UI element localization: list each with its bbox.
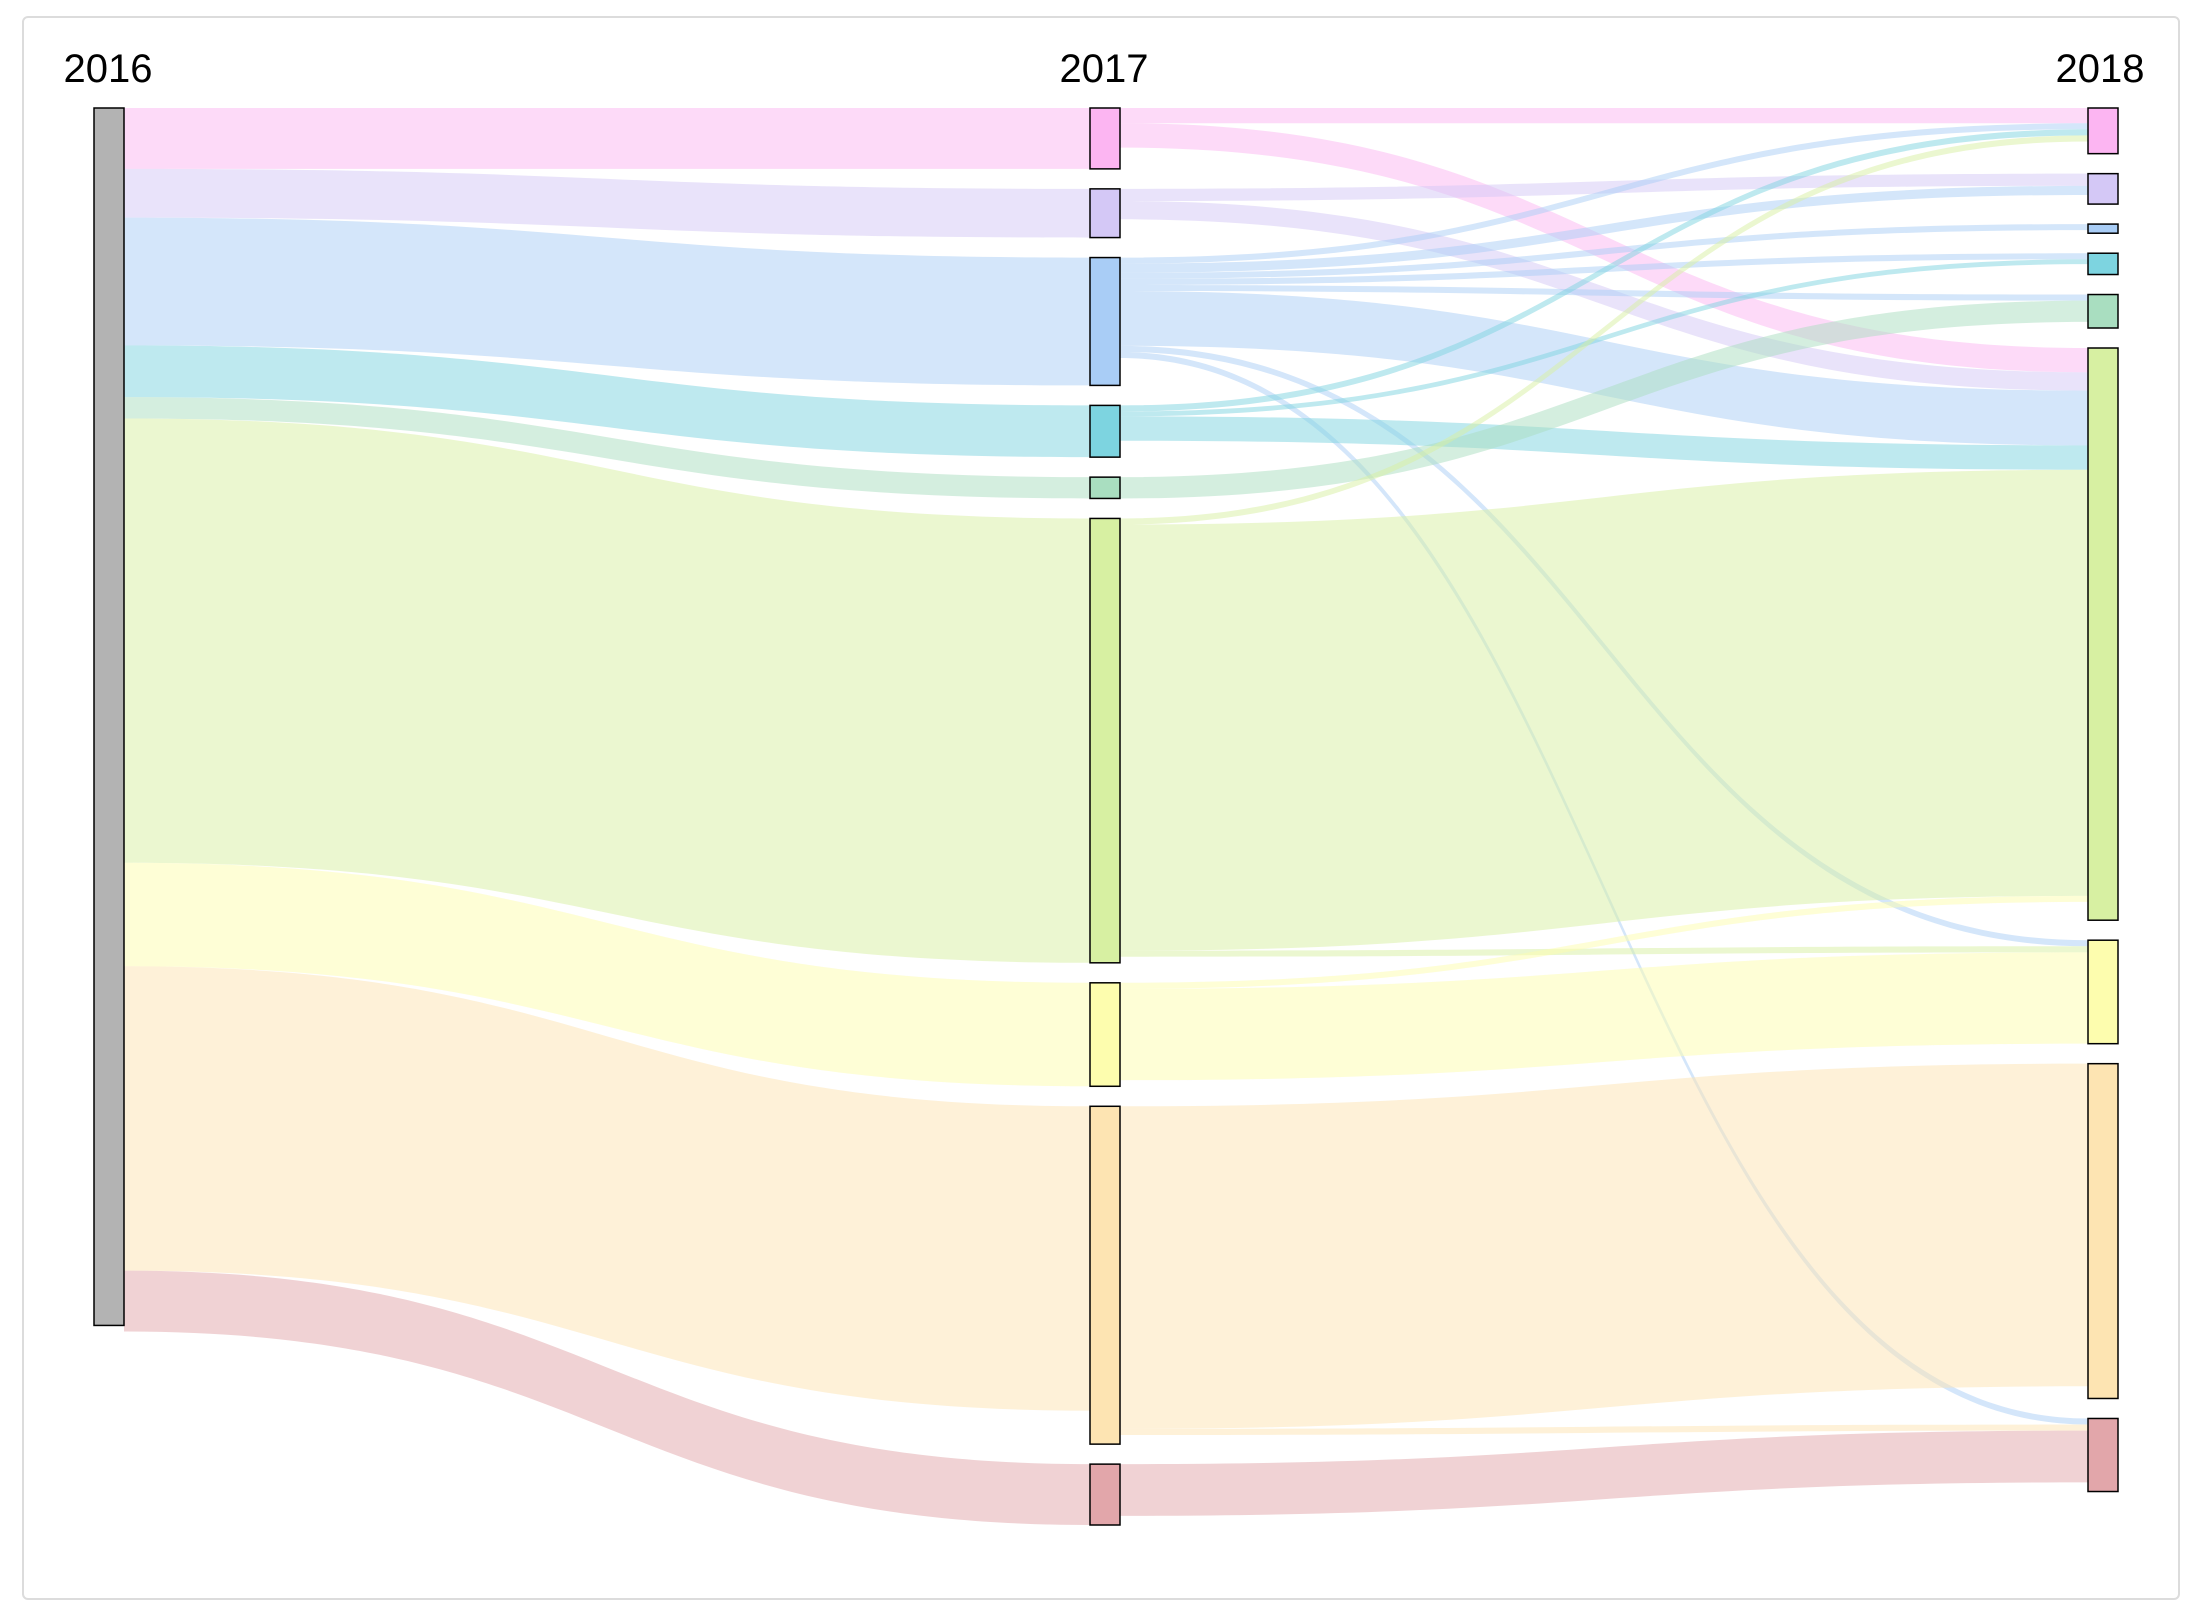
node-pink17 xyxy=(1089,107,1121,170)
link-blue17-mint18 xyxy=(1120,284,2088,301)
node-blue17 xyxy=(1089,256,1121,387)
link-cyan17-pink18 xyxy=(1120,129,2088,412)
link-mint17-mint18 xyxy=(1120,300,2088,499)
node-a16 xyxy=(93,107,125,1327)
node-pink18 xyxy=(2087,107,2119,155)
sankey-nodes xyxy=(93,107,2119,1526)
node-peach18 xyxy=(2087,1062,2119,1400)
node-lav18 xyxy=(2087,172,2119,205)
column-labels: 2016 2017 2018 xyxy=(64,47,2145,91)
node-lav17 xyxy=(1089,188,1121,239)
link-a16-pink17 xyxy=(124,108,1090,169)
sankey-links xyxy=(124,108,2088,1525)
column-label-2016: 2016 xyxy=(64,47,153,91)
link-pink17-lime18 xyxy=(1120,123,2088,373)
link-blue17-lav18 xyxy=(1120,185,2088,273)
node-blue18 xyxy=(2087,223,2119,234)
link-lime17-lime18 xyxy=(1120,469,2088,951)
node-mint18 xyxy=(2087,293,2119,329)
link-peach17-rose18 xyxy=(1120,1424,2088,1435)
node-lime18 xyxy=(2087,347,2119,921)
link-a16-rose17 xyxy=(124,1270,1090,1525)
node-rose17 xyxy=(1089,1463,1121,1526)
link-lime17-pink18 xyxy=(1120,135,2088,525)
column-label-2018: 2018 xyxy=(2056,47,2145,91)
column-label-2017: 2017 xyxy=(1060,47,1149,91)
link-blue17-lime18 xyxy=(1120,291,2088,446)
link-yellow17-yellow18 xyxy=(1120,952,2088,1081)
node-rose18 xyxy=(2087,1417,2119,1493)
link-blue17-blue18 xyxy=(1120,224,2088,279)
link-a16-lav17 xyxy=(124,168,1090,238)
link-cyan17-lime18 xyxy=(1120,416,2088,470)
node-peach17 xyxy=(1089,1105,1121,1445)
link-a16-cyan17 xyxy=(124,345,1090,458)
node-lime17 xyxy=(1089,517,1121,964)
link-pink17-pink18 xyxy=(1120,108,2088,124)
link-a16-peach17 xyxy=(124,966,1090,1411)
node-yellow18 xyxy=(2087,939,2119,1045)
link-a16-blue17 xyxy=(124,217,1090,386)
node-cyan17 xyxy=(1089,404,1121,458)
link-cyan17-cyan18 xyxy=(1120,259,2088,417)
node-mint17 xyxy=(1089,476,1121,500)
link-rose17-rose18 xyxy=(1120,1430,2088,1516)
node-yellow17 xyxy=(1089,982,1121,1088)
link-a16-lime17 xyxy=(124,418,1090,963)
link-lime17-yellow18 xyxy=(1120,946,2088,957)
link-a16-mint17 xyxy=(124,397,1090,499)
link-peach17-peach18 xyxy=(1120,1063,2088,1429)
link-yellow17-lime18 xyxy=(1120,895,2088,989)
link-blue17-pink18 xyxy=(1120,123,2088,264)
link-a16-yellow17 xyxy=(124,862,1090,1087)
node-cyan18 xyxy=(2087,252,2119,276)
